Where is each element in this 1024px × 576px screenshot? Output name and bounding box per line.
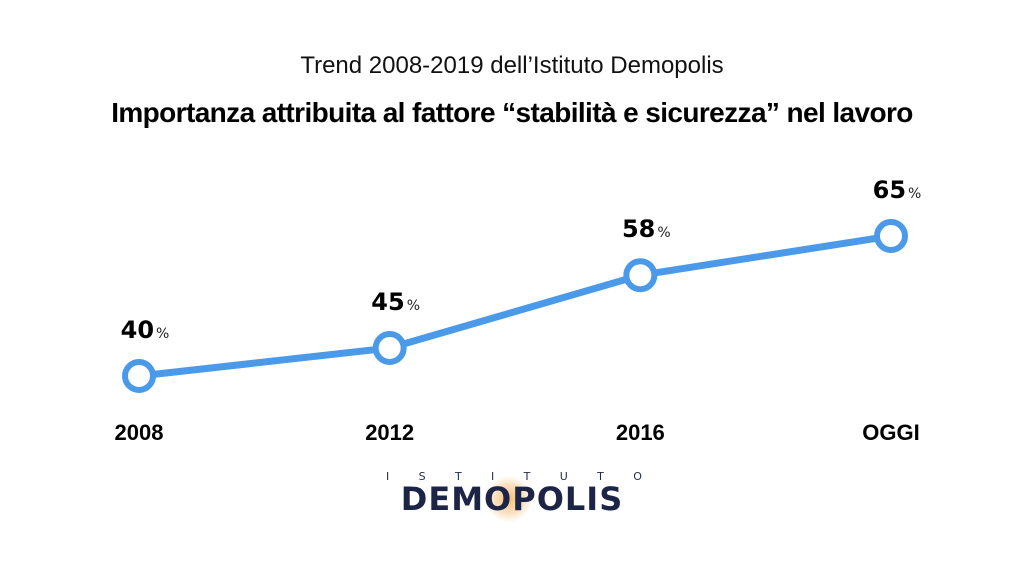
logo-letter: S <box>418 470 426 483</box>
line-chart: 40 % 45 % 58 % 65% 2008 2012 2016 OGGI <box>115 176 922 445</box>
chart-title: Importanza attribuita al fattore “stabil… <box>111 97 913 128</box>
x-tick-label-2008: 2008 <box>115 420 164 445</box>
logo-letter: O <box>633 470 642 483</box>
data-label-oggi: 65% <box>873 176 922 204</box>
logo-letter: T <box>523 470 531 483</box>
data-label-2012: 45% <box>371 288 420 316</box>
logo-letter: U <box>559 470 568 483</box>
x-tick-label-oggi: OGGI <box>862 420 919 445</box>
logo-letter: I <box>491 470 495 483</box>
series-line <box>138 232 892 380</box>
data-label-2008: 40% <box>121 316 170 344</box>
logo-letter: I <box>386 470 390 483</box>
logo-letter: T <box>454 470 462 483</box>
logo-glow <box>486 476 532 522</box>
x-tick-label-2016: 2016 <box>616 420 665 445</box>
data-label-2016: 58% <box>622 215 671 243</box>
data-point-2016 <box>623 258 658 293</box>
data-point-2008 <box>122 359 156 393</box>
demopolis-logo: DEMOPOLIS <box>400 480 624 518</box>
chart-subtitle: Trend 2008-2019 dell’Istituto Demopolis <box>300 52 724 79</box>
logo-letter: T <box>597 470 604 483</box>
x-tick-label-2012: 2012 <box>365 420 414 445</box>
data-point-oggi <box>874 219 908 253</box>
data-point-2012 <box>372 331 407 365</box>
